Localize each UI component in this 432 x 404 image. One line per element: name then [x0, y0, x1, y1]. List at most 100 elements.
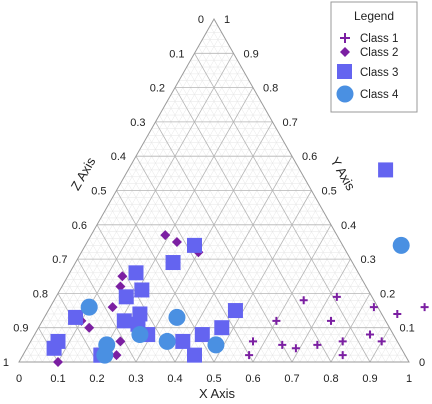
minor-gridline — [338, 300, 375, 363]
minor-gridline — [163, 108, 308, 363]
square-icon — [337, 64, 352, 79]
legend-item-class-3: Class 3 — [337, 64, 398, 79]
legend-label-class-3: Class 3 — [360, 67, 398, 79]
diamond-marker — [115, 281, 126, 292]
minor-gridline — [88, 80, 250, 363]
major-gridline — [135, 121, 273, 363]
major-gridline — [174, 87, 332, 363]
legend: Legend Class 1 Class 2 Class 3 Class 4 — [330, 1, 418, 113]
minor-gridline — [170, 94, 324, 363]
plus-icon — [340, 33, 350, 43]
minor-gridline — [244, 217, 328, 363]
plus-marker — [272, 316, 281, 325]
square-marker — [378, 162, 394, 178]
series-class-4 — [80, 236, 410, 364]
square-marker — [68, 309, 84, 325]
y-tick-label: 0.3 — [361, 254, 376, 266]
diamond-marker — [160, 230, 171, 241]
plus-marker — [338, 337, 347, 346]
minor-gridline — [190, 60, 363, 363]
plus-marker — [313, 340, 322, 349]
x-tick-label: 0.3 — [128, 373, 143, 385]
y-tick-label: 0.7 — [283, 117, 298, 129]
plus-marker — [369, 303, 378, 312]
minor-gridline — [229, 204, 320, 363]
x-tick-label: 0.7 — [284, 373, 299, 385]
diamond-icon — [340, 47, 350, 57]
z-tick-label: 0.7 — [52, 254, 67, 266]
x-tick-label: 1 — [406, 373, 412, 385]
minor-gridline — [26, 348, 35, 363]
minor-gridline — [322, 286, 367, 363]
series-class-1 — [245, 292, 429, 360]
major-gridline — [57, 293, 98, 363]
legend-label-class-4: Class 4 — [360, 89, 399, 101]
major-gridline — [194, 53, 371, 363]
circle-marker — [80, 298, 98, 316]
x-tick-label: 0.2 — [89, 373, 104, 385]
square-marker — [134, 282, 150, 298]
y-tick-label: 1 — [224, 14, 230, 26]
square-marker — [214, 320, 230, 336]
plus-marker — [420, 303, 429, 312]
minor-gridline — [202, 39, 386, 363]
diamond-marker — [171, 236, 182, 247]
legend-label-class-2: Class 2 — [360, 47, 398, 59]
y-tick-label: 0.6 — [302, 151, 317, 163]
minor-gridline — [178, 80, 340, 363]
y-tick-label: 0.1 — [400, 323, 415, 335]
minor-gridline — [209, 25, 402, 363]
minor-gridline — [30, 341, 43, 363]
z-tick-label: 0.4 — [111, 151, 126, 163]
minor-gridline — [385, 341, 398, 363]
diamond-marker — [84, 322, 95, 333]
diamond-marker — [107, 302, 118, 313]
legend-item-class-4: Class 4 — [336, 85, 399, 103]
legend-label-class-1: Class 1 — [360, 33, 398, 45]
data-points — [46, 162, 429, 367]
minor-gridline — [26, 25, 219, 363]
minor-gridline — [53, 300, 90, 363]
diamond-marker — [111, 350, 122, 361]
z-tick-label: 0 — [198, 14, 204, 26]
minor-gridline — [22, 355, 28, 363]
x-axis-label: X Axis — [199, 386, 236, 401]
square-marker — [118, 289, 134, 305]
minor-gridline — [151, 128, 285, 363]
minor-gridline — [73, 265, 129, 363]
y-tick-label: 0.2 — [380, 288, 395, 300]
minor-gridline — [260, 231, 336, 363]
square-marker — [46, 340, 62, 356]
plus-marker — [291, 344, 300, 353]
triangle-frame — [18, 17, 410, 363]
x-tick-label: 0 — [16, 373, 22, 385]
x-tick-label: 0.4 — [167, 373, 182, 385]
z-tick-label: 0.5 — [91, 186, 106, 198]
legend-title: Legend — [354, 9, 394, 23]
plus-marker — [245, 351, 254, 360]
x-tick-label: 0.6 — [245, 373, 260, 385]
x-tick-label: 0.8 — [323, 373, 338, 385]
y-tick-label: 0.8 — [263, 83, 278, 95]
minor-gridline — [307, 272, 359, 363]
x-tick-label: 0.5 — [206, 373, 221, 385]
plus-marker — [327, 316, 335, 325]
circle-marker — [207, 336, 225, 354]
square-marker — [116, 313, 132, 329]
minor-gridline — [139, 149, 262, 363]
plus-marker — [299, 296, 308, 305]
y-tick-label: 0.4 — [341, 220, 356, 232]
minor-gridline — [198, 176, 304, 363]
y-tick-label: 0.9 — [244, 48, 259, 60]
square-marker — [175, 333, 191, 349]
square-marker — [187, 347, 202, 363]
tick-labels: 0 0.1 0.2 0.3 0.4 0.5 0.6 0.7 0.8 0.9 100.10.20.30… — [3, 14, 425, 385]
minor-gridline — [34, 334, 51, 363]
square-marker — [165, 255, 181, 271]
circle-marker — [96, 346, 114, 364]
minor-gridline — [400, 355, 406, 363]
minor-gridline — [186, 66, 355, 363]
minor-gridline — [166, 149, 289, 363]
major-gridline — [369, 327, 390, 363]
